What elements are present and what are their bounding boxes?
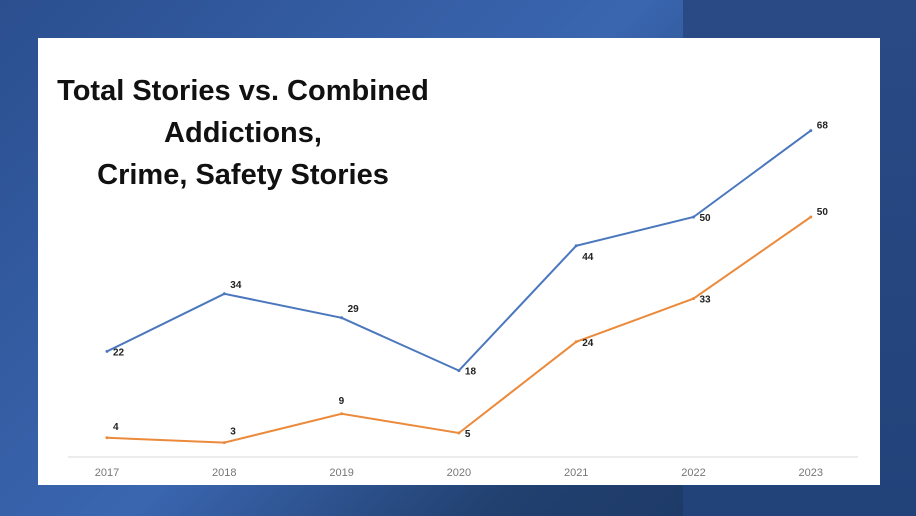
- data-point-combined-stories-2019: [340, 412, 344, 416]
- x-tick-layer: 2017 2018 2019 2020 2021 2022 2023: [95, 467, 823, 479]
- data-point-combined-stories-2023: [809, 215, 813, 219]
- x-tick-label-2019: 2019: [329, 467, 353, 479]
- data-label-total-stories-2023: 68: [817, 121, 829, 132]
- data-label-total-stories-2020: 18: [465, 367, 477, 378]
- data-point-combined-stories-2022: [692, 297, 695, 301]
- line-chart: 22 34 29 18 44 50 68 4 3 9 5 24 33 50 2017 2018 2019 202…: [68, 121, 858, 479]
- data-point-total-stories-2018: [222, 292, 226, 296]
- data-point-total-stories-2021: [574, 244, 578, 248]
- chart-title-line-3: Crime, Safety Stories: [97, 159, 389, 191]
- x-tick-label-2021: 2021: [564, 467, 588, 479]
- x-tick-label-2018: 2018: [212, 467, 236, 479]
- series-line-combined-stories: [106, 216, 812, 444]
- data-label-total-stories-2018: 34: [230, 280, 242, 291]
- data-label-combined-stories-2021: 24: [582, 338, 594, 349]
- x-tick-label-2020: 2020: [447, 467, 471, 479]
- data-point-combined-stories-2021: [574, 340, 578, 344]
- x-tick-label-2022: 2022: [681, 467, 705, 479]
- data-point-total-stories-2020: [457, 369, 461, 373]
- series-line-total-stories: [106, 129, 812, 372]
- chart-title-line-1: Total Stories vs. Combined: [57, 75, 429, 107]
- data-label-combined-stories-2018: 3: [230, 427, 236, 438]
- data-point-total-stories-2023: [809, 129, 813, 133]
- series-layer: 22 34 29 18 44 50 68 4 3 9 5 24 33 50: [105, 121, 829, 445]
- data-label-combined-stories-2022: 33: [700, 295, 712, 306]
- data-point-combined-stories-2020: [457, 431, 461, 435]
- chart-title-line-2: Addictions,: [164, 117, 322, 149]
- data-point-combined-stories-2018: [222, 441, 226, 445]
- data-label-combined-stories-2019: 9: [339, 396, 345, 407]
- data-point-total-stories-2017: [105, 349, 109, 353]
- data-label-combined-stories-2017: 4: [113, 422, 119, 433]
- data-label-combined-stories-2020: 5: [465, 429, 471, 440]
- data-point-combined-stories-2017: [105, 436, 109, 440]
- data-label-total-stories-2019: 29: [348, 304, 360, 315]
- data-label-total-stories-2017: 22: [113, 347, 125, 358]
- x-tick-label-2017: 2017: [95, 467, 119, 479]
- chart-title: Total Stories vs. Combined Addictions, C…: [38, 70, 448, 196]
- data-point-total-stories-2019: [340, 316, 344, 320]
- data-point-total-stories-2022: [692, 215, 695, 219]
- slide-card: Total Stories vs. Combined Addictions, C…: [38, 38, 880, 485]
- data-label-total-stories-2021: 44: [582, 252, 594, 263]
- data-label-combined-stories-2023: 50: [817, 207, 829, 218]
- data-label-total-stories-2022: 50: [700, 213, 712, 224]
- x-tick-label-2023: 2023: [799, 467, 823, 479]
